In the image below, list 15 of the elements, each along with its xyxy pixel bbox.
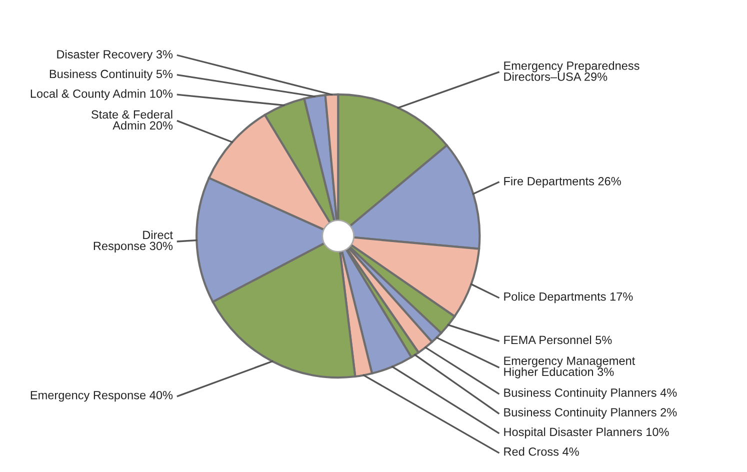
slice-label: Emergency Management Higher Education 3% xyxy=(504,356,636,378)
slice-label: Business Continuity Planners 2% xyxy=(504,408,677,419)
slice-label: Business Continuity 5% xyxy=(50,69,173,80)
slice-label: Fire Departments 26% xyxy=(504,176,621,188)
slice-label: Business Continuity Planners 4% xyxy=(504,388,677,400)
slice-label: Emergency Preparedness Directors–USA 29% xyxy=(504,61,640,81)
slice-label: State & Federal Admin 20% xyxy=(92,110,173,130)
slice-label: Disaster Recovery 3% xyxy=(57,50,173,61)
slice-label: Local & County Admin 10% xyxy=(30,89,173,100)
slice-label: Red Cross 4% xyxy=(504,447,579,456)
slice-label: FEMA Personnel 5% xyxy=(504,335,612,344)
slice-label: Emergency Response 40% xyxy=(30,390,173,402)
slice-label: Hospital Disaster Planners 10% xyxy=(504,427,669,438)
slice-label: Police Departments 17% xyxy=(504,292,633,304)
slice-label: Direct Response 30% xyxy=(94,230,173,252)
